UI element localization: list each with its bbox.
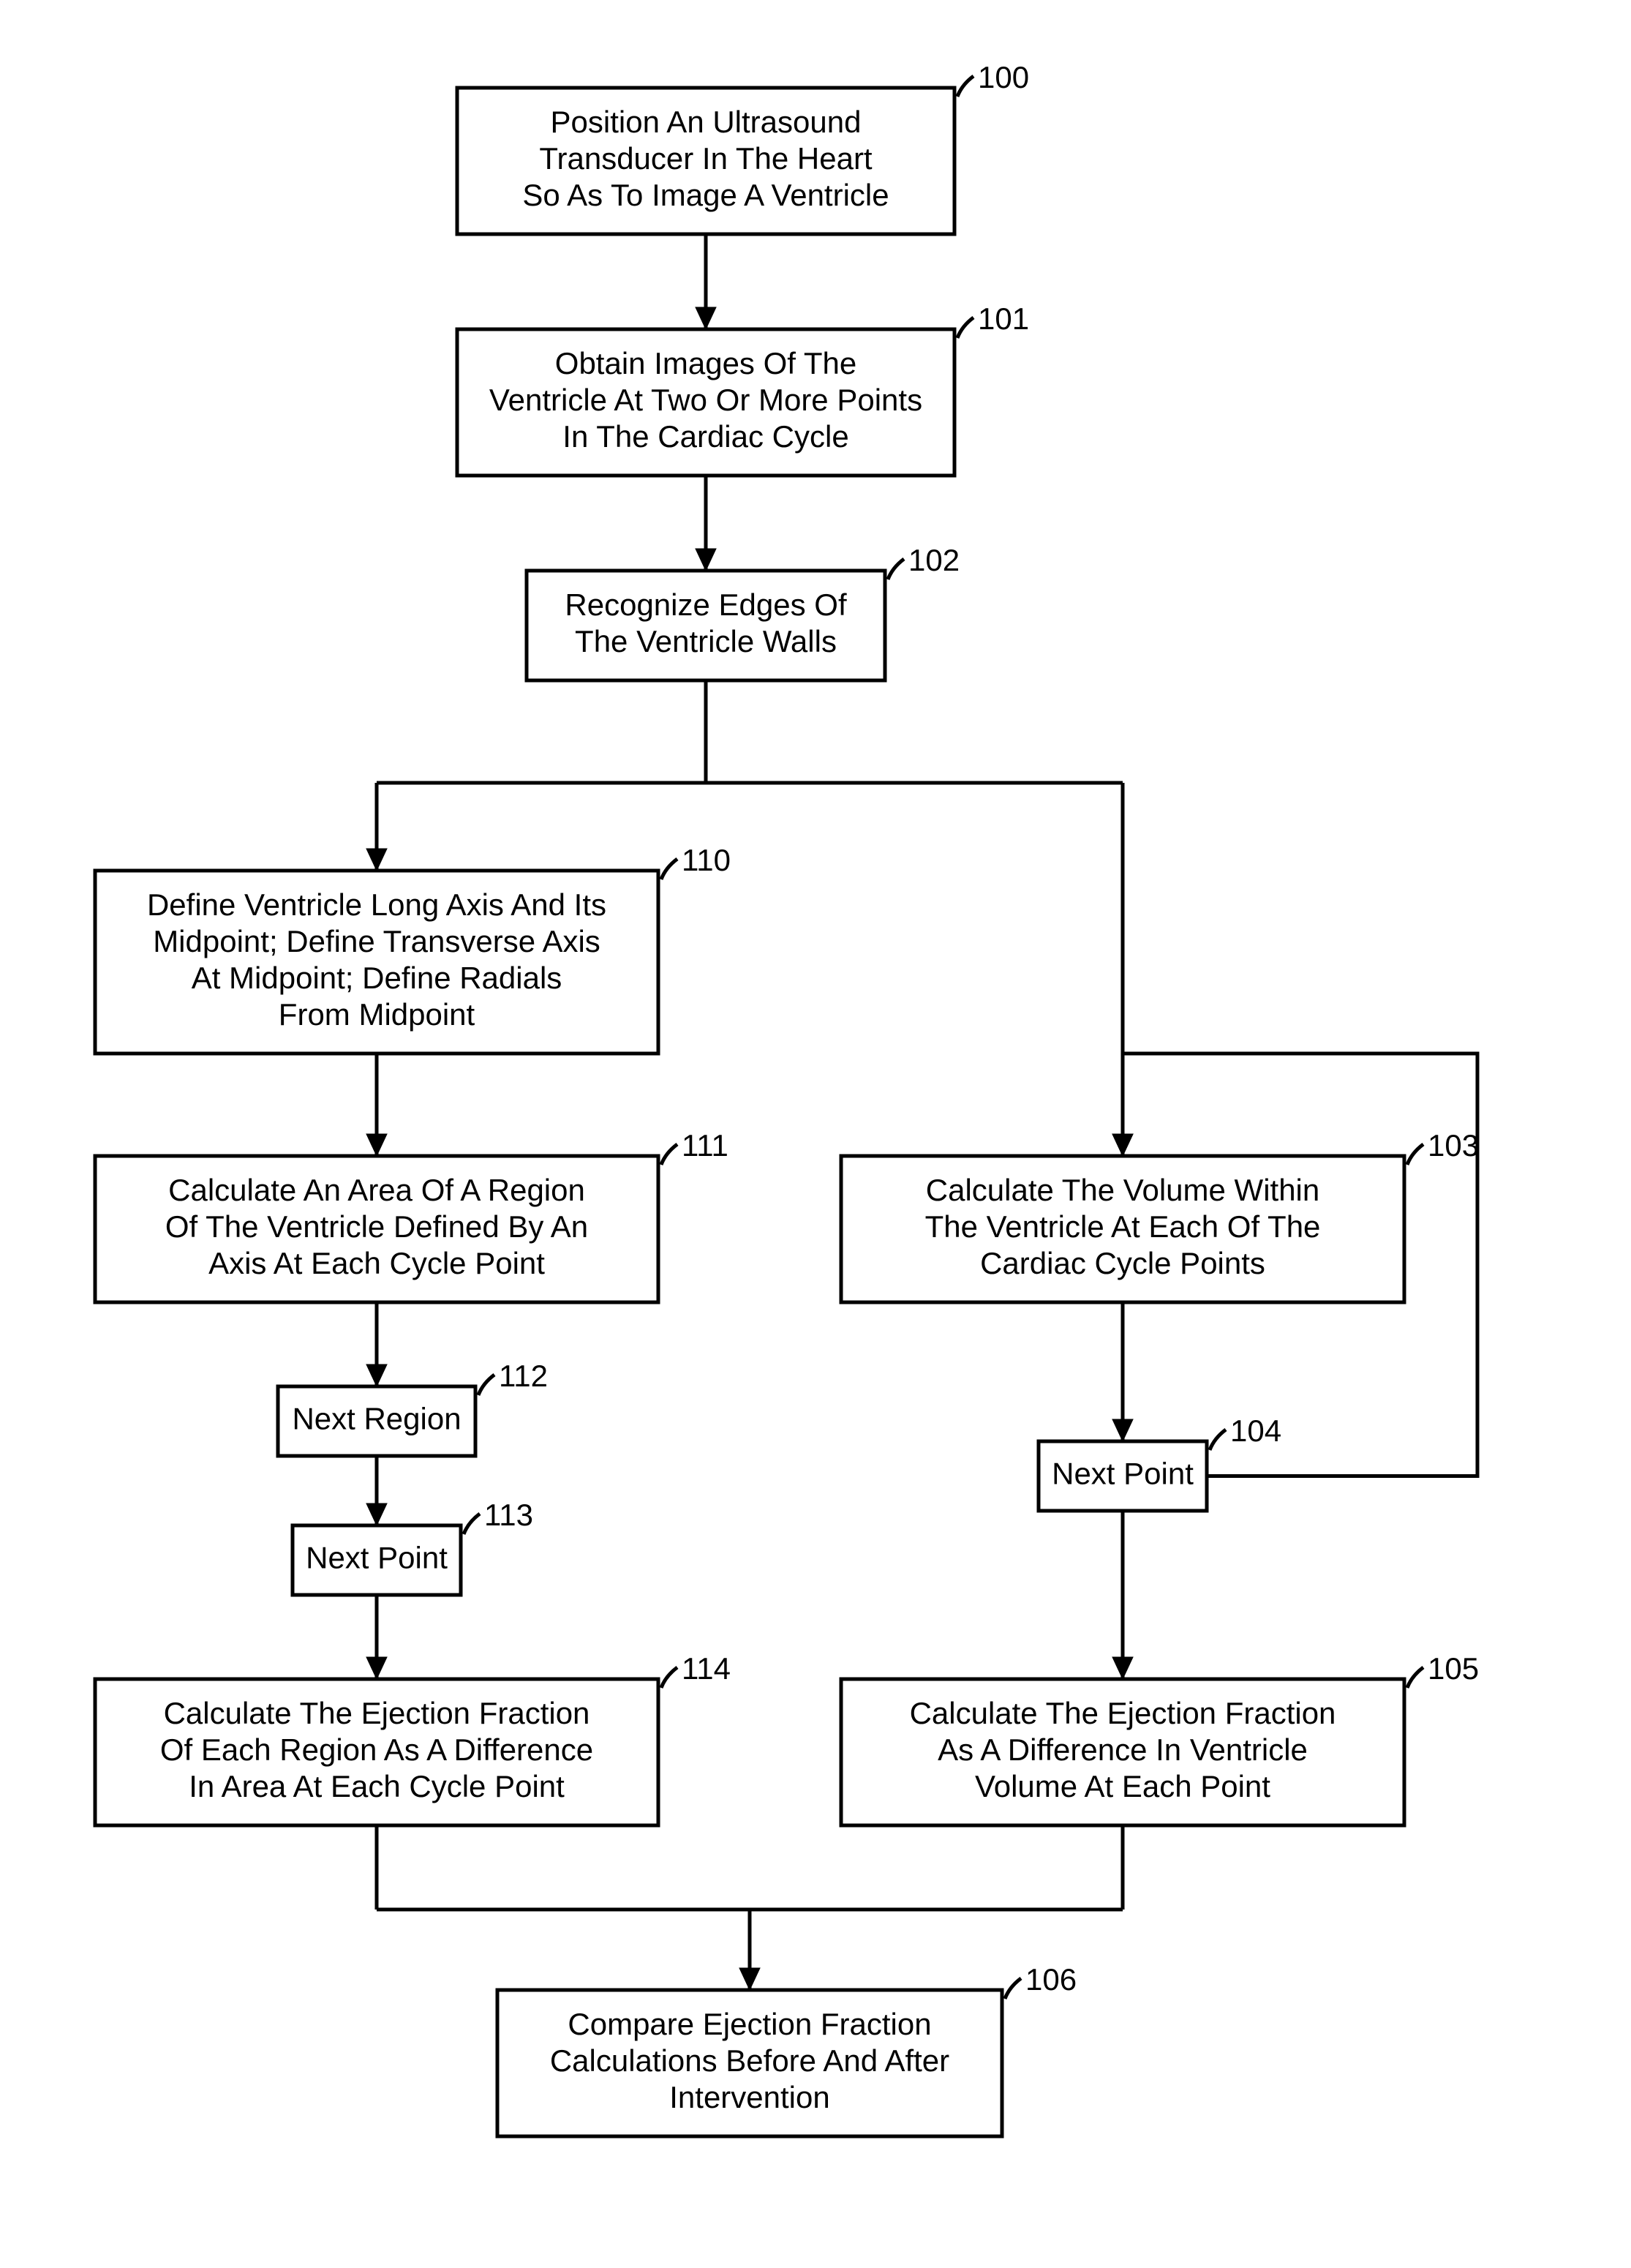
- node-text: Calculations Before And After: [550, 2043, 949, 2078]
- node-text: In The Cardiac Cycle: [562, 419, 848, 454]
- node-text: Obtain Images Of The: [555, 346, 856, 380]
- node-text: Calculate The Ejection Fraction: [910, 1696, 1336, 1730]
- node-text: So As To Image A Ventricle: [522, 178, 889, 212]
- node-text: Recognize Edges Of: [565, 587, 847, 622]
- node-text: In Area At Each Cycle Point: [189, 1769, 565, 1803]
- node-text: Position An Ultrasound: [551, 105, 862, 139]
- node-label-110: 110: [682, 843, 731, 877]
- node-text: Intervention: [669, 2080, 829, 2114]
- node-text: At Midpoint; Define Radials: [192, 961, 562, 995]
- node-label-113: 113: [484, 1498, 533, 1532]
- node-label-100: 100: [978, 60, 1029, 94]
- node-text: The Ventricle Walls: [575, 624, 837, 658]
- node-label-101: 101: [978, 301, 1029, 336]
- node-text: Calculate The Volume Within: [926, 1173, 1320, 1207]
- node-label-111: 111: [682, 1128, 728, 1163]
- node-text: Transducer In The Heart: [539, 141, 873, 176]
- node-text: Next Point: [306, 1541, 448, 1575]
- node-text: Volume At Each Point: [975, 1769, 1270, 1803]
- node-label-106: 106: [1025, 1962, 1077, 1997]
- node-label-112: 112: [499, 1359, 548, 1393]
- node-label-105: 105: [1428, 1651, 1479, 1686]
- node-text: Compare Ejection Fraction: [568, 2007, 931, 2041]
- node-text: Calculate An Area Of A Region: [168, 1173, 585, 1207]
- node-text: Midpoint; Define Transverse Axis: [153, 924, 600, 958]
- node-text: Of Each Region As A Difference: [160, 1732, 593, 1767]
- node-text: Define Ventricle Long Axis And Its: [147, 887, 606, 922]
- node-text: Axis At Each Cycle Point: [208, 1246, 545, 1280]
- node-text: The Ventricle At Each Of The: [925, 1209, 1321, 1244]
- node-label-103: 103: [1428, 1128, 1479, 1163]
- node-text: Ventricle At Two Or More Points: [489, 383, 922, 417]
- node-text: Cardiac Cycle Points: [980, 1246, 1265, 1280]
- node-text: Next Point: [1052, 1457, 1194, 1491]
- node-text: Of The Ventricle Defined By An: [165, 1209, 588, 1244]
- node-text: Next Region: [292, 1402, 461, 1436]
- node-text: As A Difference In Ventricle: [938, 1732, 1308, 1767]
- node-label-104: 104: [1230, 1413, 1281, 1448]
- node-text: From Midpoint: [279, 997, 475, 1032]
- node-text: Calculate The Ejection Fraction: [164, 1696, 590, 1730]
- node-label-102: 102: [908, 543, 960, 577]
- node-label-114: 114: [682, 1651, 731, 1686]
